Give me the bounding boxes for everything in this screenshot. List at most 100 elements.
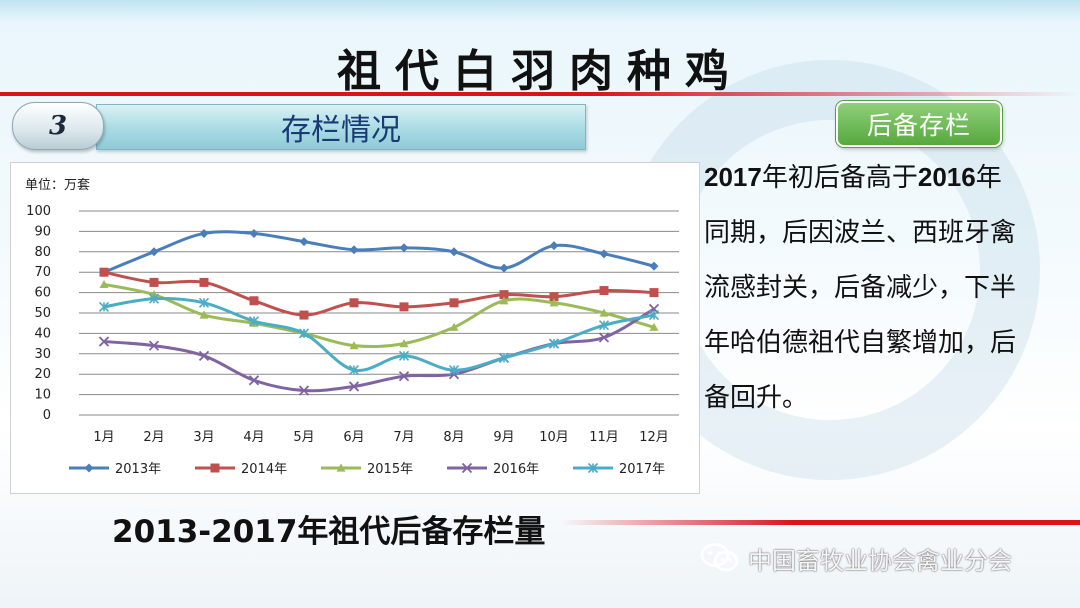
legend-marker — [461, 462, 473, 474]
x-tick-label: 2月 — [143, 430, 164, 445]
series-line-2 — [103, 282, 655, 349]
data-point — [149, 247, 159, 257]
legend-label: 2014年 — [241, 462, 287, 477]
watermark-text: 中国畜牧业协会禽业分会 — [748, 546, 1012, 575]
data-point — [449, 298, 459, 308]
description-year-a: 2017 — [704, 162, 762, 192]
data-point — [398, 371, 410, 382]
data-point — [148, 293, 160, 304]
section-number: 3 — [12, 102, 104, 150]
x-tick-label: 12月 — [639, 430, 669, 445]
data-point — [649, 288, 659, 298]
legend-label: 2013年 — [115, 462, 161, 477]
x-tick-label: 8月 — [443, 430, 464, 445]
y-tick-label: 90 — [34, 224, 51, 239]
chart-panel: 单位：万套 0 10 20 30 40 50 60 70 80 90 100 1月 2月 3月 4月 5月 6月 7… — [10, 162, 700, 494]
line-chart: 单位：万套 0 10 20 30 40 50 60 70 80 90 100 1月 2月 3月 4月 5月 6月 7… — [25, 177, 679, 477]
data-point — [349, 298, 359, 308]
data-point — [349, 245, 359, 255]
data-point — [298, 328, 310, 339]
y-tick-label: 0 — [43, 408, 51, 423]
y-tick-label: 70 — [34, 265, 51, 280]
y-tick-label: 30 — [34, 347, 51, 362]
data-point — [499, 290, 509, 300]
data-point — [149, 277, 159, 287]
x-tick-label: 6月 — [343, 430, 364, 445]
y-tick-label: 10 — [34, 388, 51, 403]
series-line-3 — [103, 307, 655, 393]
data-point — [99, 267, 109, 277]
data-point — [98, 301, 110, 312]
description-part-b: 年同期，后因波兰、西班牙禽流感封关，后备减少，下半年哈伯德祖代自繁增加，后备回升… — [704, 163, 1017, 413]
data-point — [399, 243, 409, 253]
x-tick-label: 11月 — [589, 430, 619, 445]
series-line-4 — [103, 297, 655, 373]
data-point — [299, 310, 309, 320]
data-point — [548, 338, 560, 349]
x-tick-label: 5月 — [293, 430, 314, 445]
x-tick-label: 4月 — [243, 430, 264, 445]
data-point — [198, 350, 210, 361]
watermark: 中国畜牧业协会禽业分会 — [700, 538, 1012, 578]
legend-label: 2017年 — [619, 462, 665, 477]
chart-caption: 2013-2017年祖代后备存栏量 — [112, 514, 546, 550]
chart-unit-label: 单位：万套 — [25, 177, 90, 193]
data-point — [498, 352, 510, 363]
x-tick-label: 10月 — [539, 430, 569, 445]
data-point — [649, 322, 659, 331]
data-point — [598, 332, 610, 343]
legend-marker — [210, 463, 220, 473]
data-point — [549, 298, 559, 307]
data-point — [199, 310, 209, 319]
caption-divider — [560, 520, 1080, 525]
data-point — [448, 365, 460, 376]
description-year-b: 2016 — [917, 162, 976, 192]
legend-marker — [587, 462, 599, 474]
top-banner — [0, 0, 1080, 22]
data-point — [598, 320, 610, 331]
data-point — [499, 296, 509, 305]
data-point — [348, 365, 360, 376]
data-point — [199, 277, 209, 287]
data-point — [249, 296, 259, 306]
section-label: 存栏情况 — [96, 104, 586, 150]
data-point — [148, 340, 160, 351]
data-point — [199, 228, 209, 238]
x-tick-label: 1月 — [93, 430, 114, 445]
y-tick-label: 100 — [26, 204, 51, 219]
topic-badge: 后备存栏 — [836, 101, 1002, 147]
legend-label: 2016年 — [493, 462, 539, 477]
page-title: 祖代白羽肉种鸡 — [337, 46, 743, 97]
data-point — [449, 247, 459, 257]
x-tick-label: 9月 — [493, 430, 514, 445]
y-tick-label: 40 — [34, 326, 51, 341]
data-point — [599, 308, 609, 317]
y-tick-label: 60 — [34, 286, 51, 301]
data-point — [99, 279, 109, 289]
data-point — [649, 261, 659, 271]
legend-marker — [84, 463, 94, 473]
data-point — [499, 263, 509, 273]
data-point — [248, 375, 260, 386]
wechat-icon — [700, 543, 739, 572]
data-point — [398, 350, 410, 361]
title-divider — [0, 92, 1080, 96]
data-point — [599, 249, 609, 259]
description-text: 2017年初后备高于2016年同期，后因波兰、西班牙禽流感封关，后备减少，下半年… — [704, 150, 1022, 426]
data-point — [449, 322, 459, 331]
x-tick-label: 3月 — [193, 430, 214, 445]
y-tick-label: 50 — [34, 306, 51, 321]
data-point — [248, 316, 260, 327]
series-line-0 — [103, 230, 655, 274]
data-point — [348, 381, 360, 392]
data-point — [648, 309, 660, 321]
data-point — [198, 297, 210, 308]
data-point — [249, 228, 259, 238]
x-tick-label: 7月 — [393, 430, 414, 445]
data-point — [299, 237, 309, 247]
y-tick-label: 80 — [34, 245, 51, 260]
data-point — [399, 302, 409, 312]
legend-label: 2015年 — [367, 462, 413, 477]
data-point — [399, 339, 409, 348]
data-point — [98, 336, 110, 347]
